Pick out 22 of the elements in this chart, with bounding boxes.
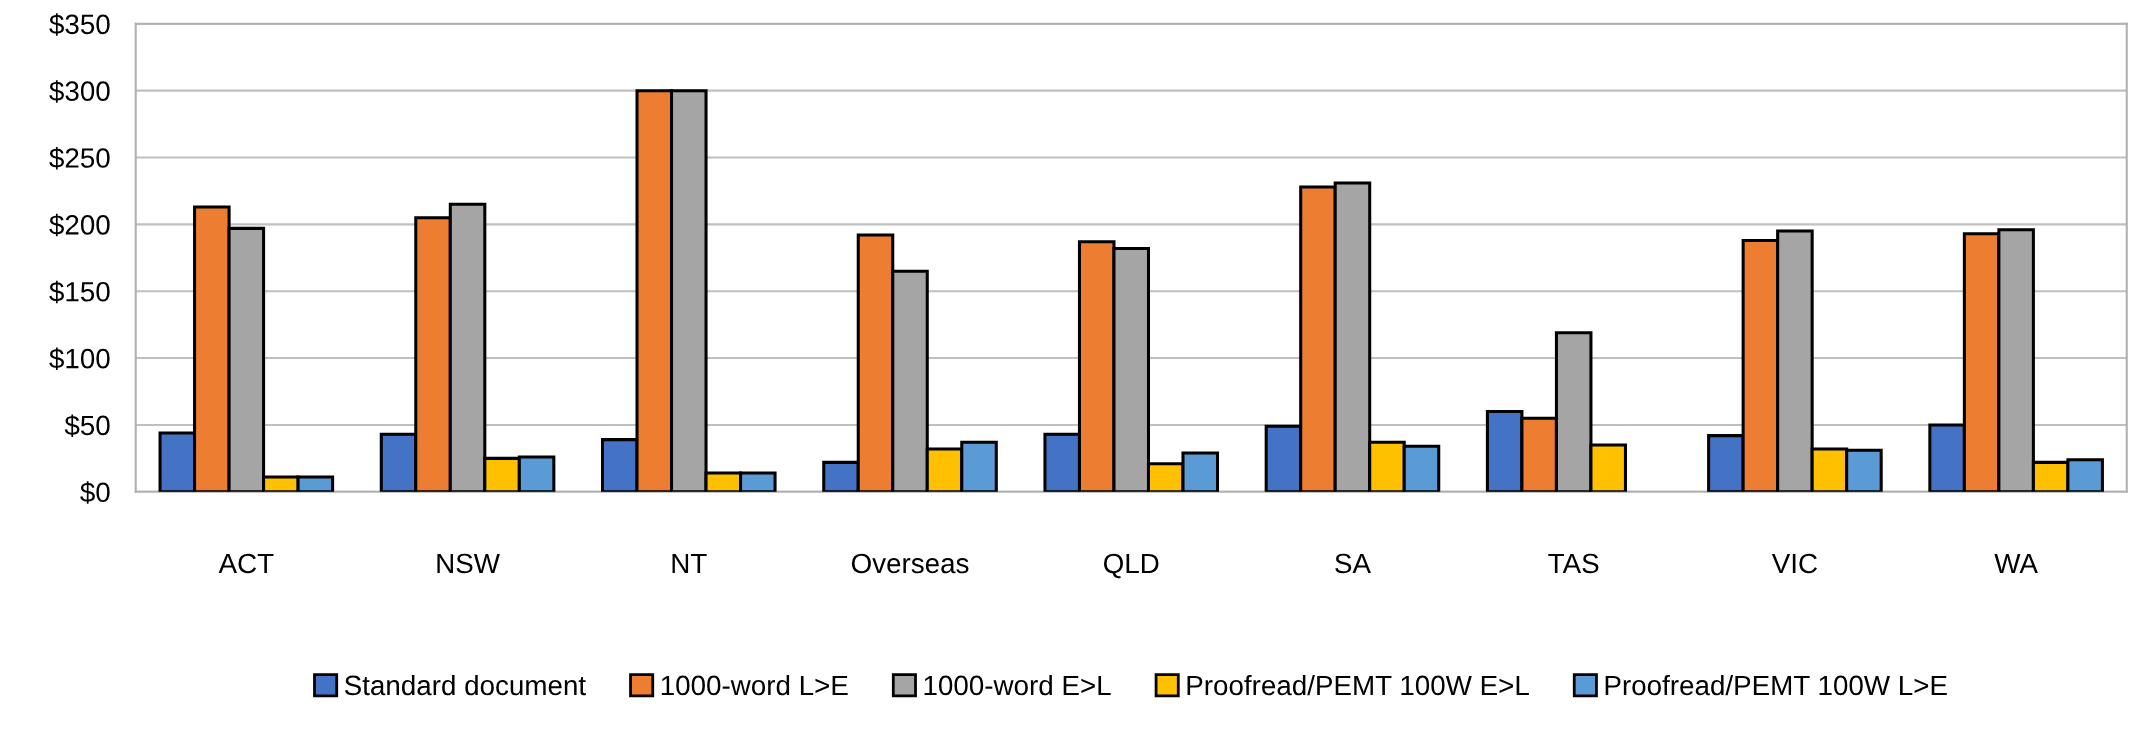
legend-label: 1000-word E>L (924, 674, 1111, 696)
x-tick-label: QLD (1103, 553, 1159, 579)
y-tick-label: $350 (49, 13, 110, 36)
x-tick-label: SA (1335, 553, 1371, 574)
legend-label: Standard document (344, 674, 586, 696)
y-tick-label: $100 (49, 347, 110, 371)
legend-label: 1000-word L>E (661, 674, 848, 696)
legend-label: Proofread/PEMT 100W E>L (1187, 674, 1529, 696)
y-tick-label: $300 (49, 80, 110, 103)
y-tick-label: $50 (64, 414, 110, 437)
legend-label: Proofread/PEMT 100W L>E (1605, 674, 1947, 696)
x-tick-label: NT (672, 553, 707, 574)
x-tick-label: WA (1994, 553, 2038, 574)
x-tick-label: TAS (1548, 553, 1599, 574)
y-tick-label: $150 (49, 280, 110, 304)
y-tick-label: $250 (49, 147, 110, 170)
y-tick-label: $200 (49, 213, 110, 237)
x-tick-label: Overseas (851, 553, 969, 574)
y-tick-label: $0 (80, 481, 110, 504)
x-tick-label: ACT (218, 553, 274, 574)
x-tick-label: NSW (437, 553, 500, 574)
x-tick-label: VIC (1771, 553, 1817, 574)
